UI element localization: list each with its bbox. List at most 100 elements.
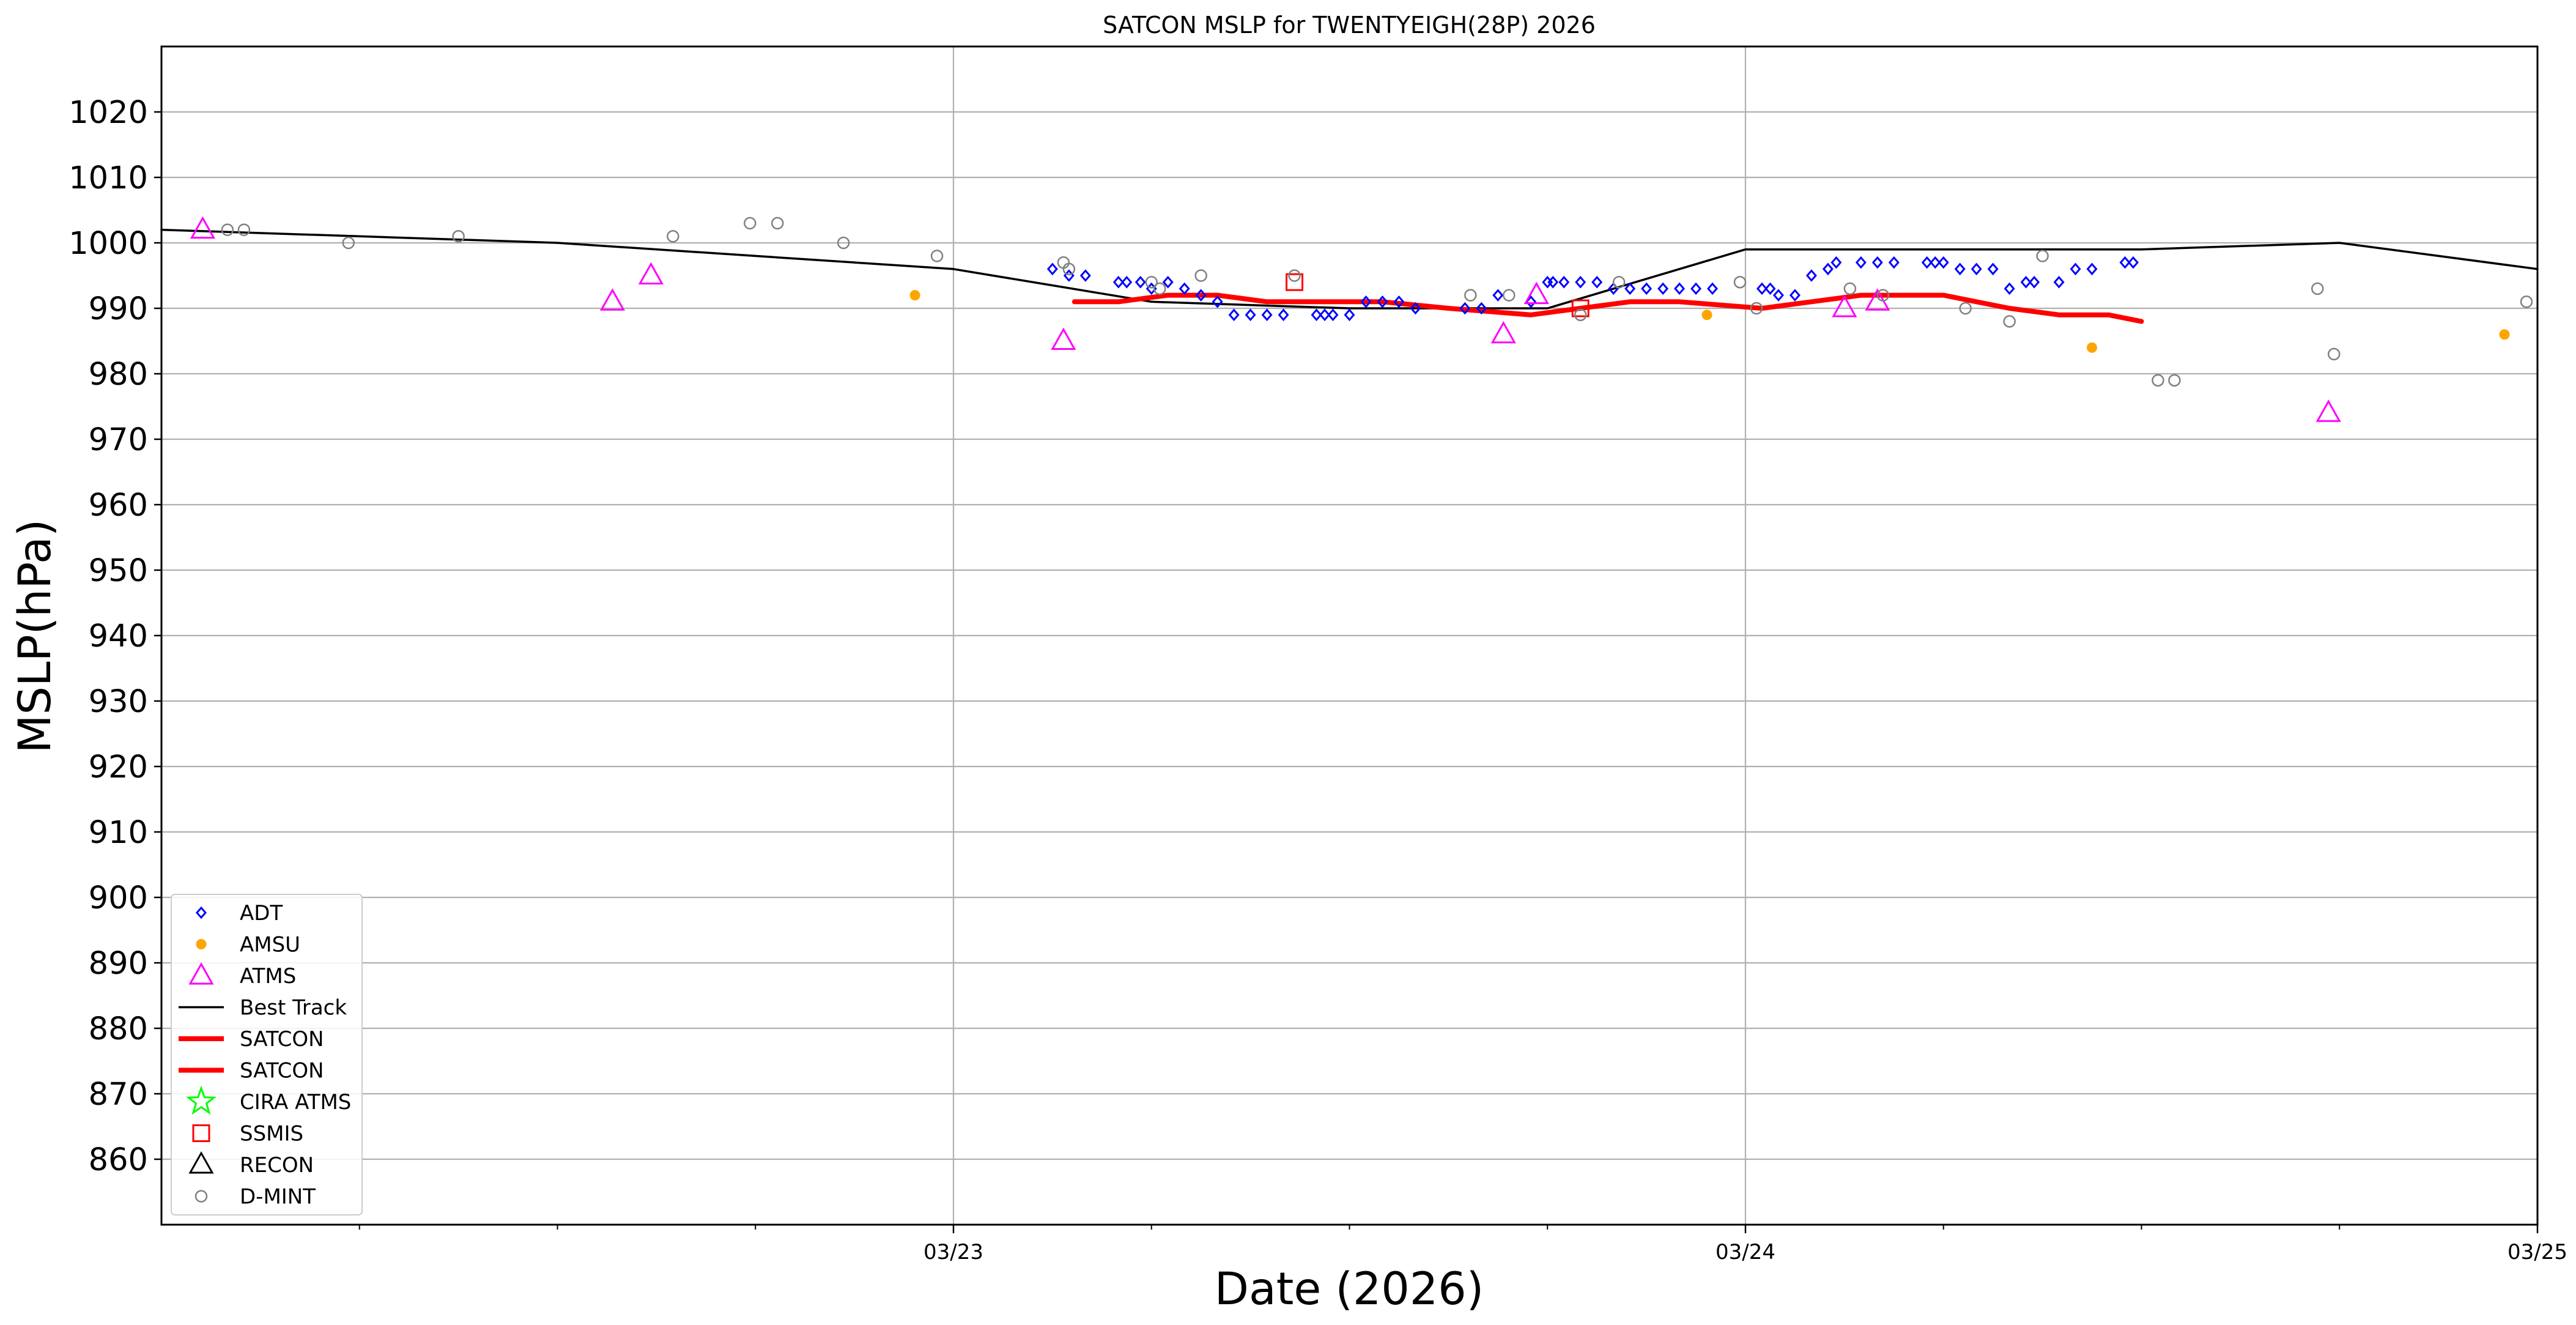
adt-point xyxy=(1195,289,1207,302)
legend-swatch-amsu xyxy=(196,939,207,949)
legend-swatch-adt xyxy=(196,906,207,919)
d-mint-point xyxy=(221,223,234,236)
x-tick-label: 03/23 xyxy=(923,1240,983,1264)
d-mint-point xyxy=(1574,308,1587,321)
adt-point xyxy=(1079,269,1091,282)
y-tick-label: 990 xyxy=(89,291,148,327)
y-tick-label: 980 xyxy=(89,357,148,393)
d-mint-point xyxy=(1288,269,1301,282)
d-mint-point xyxy=(1464,289,1477,302)
adt-point xyxy=(1657,282,1669,295)
legend-label-adt: ADT xyxy=(240,901,283,926)
y-tick-label: 970 xyxy=(89,422,148,458)
d-mint-point xyxy=(452,230,465,243)
adt-point xyxy=(1971,262,1982,276)
legend-label-amsu: AMSU xyxy=(240,933,300,957)
y-tick-label: 960 xyxy=(89,488,148,524)
atms-point xyxy=(1490,321,1516,344)
y-tick-label: 950 xyxy=(89,553,148,589)
d-mint-point xyxy=(2311,282,2324,295)
adt-point xyxy=(1459,302,1471,315)
adt-point xyxy=(1707,282,1719,295)
legend: ADT AMSU ATMS Best Track SATCON SATCON CIRA AT… xyxy=(171,894,363,1216)
amsu-point xyxy=(2087,342,2098,353)
y-tick-label: 870 xyxy=(89,1077,148,1113)
adt-point xyxy=(1327,308,1339,321)
legend-label-satcon: SATCON xyxy=(240,1027,324,1052)
legend-label-ssmis: SSMIS xyxy=(240,1122,303,1146)
adt-point xyxy=(2004,282,2015,295)
adt-point xyxy=(1591,275,1603,289)
d-mint-point xyxy=(667,230,679,243)
adt-point xyxy=(1261,308,1273,321)
adt-point xyxy=(1558,275,1570,289)
y-axis-ticks: 860 870 880 890 900 910 920 930 940 950 960 970 980 9… xyxy=(68,95,161,1178)
adt-point xyxy=(1046,262,1058,276)
adt-point xyxy=(1674,282,1686,295)
adt-point xyxy=(2070,262,2081,276)
d-mint-point xyxy=(1876,289,1890,302)
y-axis-title: MSLP(hPa) xyxy=(9,519,61,754)
best-track-line xyxy=(160,228,2539,310)
adt-point xyxy=(1690,282,1702,295)
legend-swatch-d-mint xyxy=(194,1190,208,1203)
legend-swatch-ssmis xyxy=(192,1124,210,1142)
adt-point xyxy=(1134,275,1146,289)
x-tick-label: 03/25 xyxy=(2508,1240,2567,1264)
ssmis-point xyxy=(1286,273,1304,291)
adt-point xyxy=(1112,275,1124,289)
adt-point xyxy=(1319,308,1331,321)
y-tick-label: 1000 xyxy=(68,226,148,262)
atms-point xyxy=(1865,288,1890,311)
adt-point xyxy=(1930,256,1941,269)
adt-point xyxy=(1921,256,1933,269)
d-mint-point xyxy=(744,217,757,230)
x-axis-title: Date (2026) xyxy=(1215,1263,1484,1315)
adt-point xyxy=(2053,275,2065,289)
atms-point xyxy=(638,262,664,284)
y-tick-label: 940 xyxy=(89,618,148,655)
d-mint-point xyxy=(1750,302,1763,315)
adt-point xyxy=(1245,308,1256,321)
adt-point xyxy=(1278,308,1289,321)
y-tick-label: 900 xyxy=(89,880,148,916)
d-mint-point xyxy=(1612,275,1626,289)
adt-point xyxy=(1410,302,1421,315)
d-mint-point xyxy=(1062,262,1076,276)
legend-label-recon: RECON xyxy=(240,1153,314,1178)
y-tick-label: 920 xyxy=(89,749,148,785)
adt-point xyxy=(1179,282,1190,295)
y-tick-label: 890 xyxy=(89,946,148,982)
d-mint-point xyxy=(1959,302,1972,315)
adt-point xyxy=(1756,282,1767,295)
atms-point xyxy=(2315,399,2341,422)
adt-point xyxy=(1311,308,1322,321)
legend-label-d-mint: D-MINT xyxy=(240,1185,316,1209)
adt-point xyxy=(1855,256,1867,269)
chart-title: SATCON MSLP for TWENTYEIGH(28P) 2026 xyxy=(1103,12,1596,39)
adt-point xyxy=(1641,282,1653,295)
d-mint-point xyxy=(2328,347,2341,361)
y-tick-label: 910 xyxy=(89,815,148,851)
best-track-layer xyxy=(160,228,2539,310)
d-mint-point xyxy=(1153,282,1166,295)
legend-label-satcon: SATCON xyxy=(240,1059,324,1083)
satcon-line xyxy=(1071,292,2144,324)
d-mint-point xyxy=(342,236,355,250)
adt-point xyxy=(1393,295,1405,308)
adt-point xyxy=(1987,262,1999,276)
d-mint-point xyxy=(1733,275,1747,289)
adt-point xyxy=(1772,289,1784,302)
legend-label-cira-atms: CIRA ATMS xyxy=(240,1090,351,1115)
adt-point xyxy=(1360,295,1372,308)
y-tick-label: 1020 xyxy=(68,95,148,131)
atms-point xyxy=(599,288,625,311)
adt-point xyxy=(2029,275,2040,289)
legend-swatch-recon xyxy=(188,1151,214,1174)
adt-point xyxy=(1871,256,1883,269)
d-mint-point xyxy=(837,236,850,250)
d-mint-point xyxy=(2520,295,2533,308)
legend-swatch-cira-atms xyxy=(185,1085,217,1115)
adt-point xyxy=(1212,295,1223,308)
